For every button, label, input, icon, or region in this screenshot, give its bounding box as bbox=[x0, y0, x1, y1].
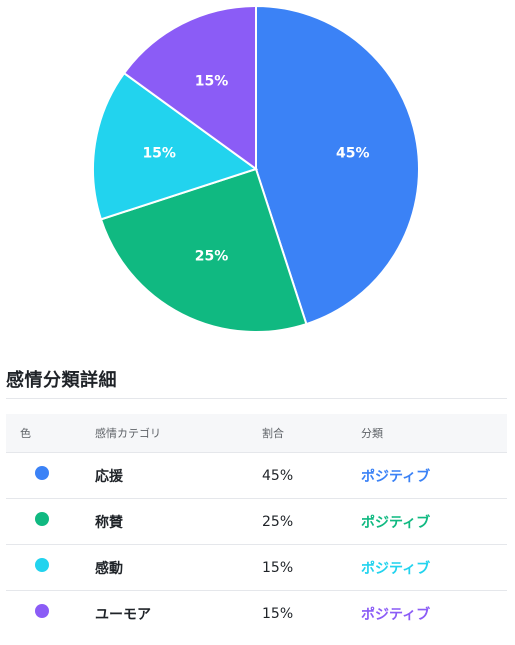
table-row: 称賛 25% ポジティブ bbox=[6, 498, 507, 545]
header-ratio: 割合 bbox=[262, 414, 361, 453]
table-row: 感動 15% ポジティブ bbox=[6, 544, 507, 591]
emotion-ratio: 15% bbox=[262, 544, 361, 591]
pie-slice-label: 15% bbox=[195, 74, 229, 90]
color-dot bbox=[35, 465, 49, 480]
color-dot bbox=[35, 603, 49, 618]
emotion-name: 応援 bbox=[93, 452, 262, 499]
emotion-ratio: 25% bbox=[262, 498, 361, 545]
emotion-classification: ポジティブ bbox=[361, 452, 507, 499]
emotion-name: 感動 bbox=[93, 544, 262, 591]
table-header-row: 色 感情カテゴリ 割合 分類 bbox=[6, 414, 507, 453]
pie-slice bbox=[255, 4, 420, 326]
pie-slice bbox=[99, 167, 308, 333]
header-category-name: 感情カテゴリ bbox=[93, 414, 262, 453]
pie-slice bbox=[122, 4, 257, 171]
emotion-name: 称賛 bbox=[93, 498, 262, 545]
header-color: 色 bbox=[6, 414, 93, 453]
color-dot bbox=[35, 557, 49, 572]
pie-slice bbox=[92, 71, 259, 221]
emotion-classification: ポジティブ bbox=[361, 498, 507, 545]
section-divider bbox=[6, 398, 507, 399]
emotion-classification: ポジティブ bbox=[361, 544, 507, 591]
pie-slice-label: 45% bbox=[336, 146, 370, 162]
emotion-pie-chart: 45% 25% 15% 15% bbox=[92, 4, 420, 333]
emotion-ratio: 45% bbox=[262, 452, 361, 499]
emotion-detail-table: 色 感情カテゴリ 割合 分類 応援 45% ポジティブ 称賛 25% ポジティブ… bbox=[6, 414, 507, 636]
pie-slice-label: 15% bbox=[142, 146, 176, 162]
table-row: 応援 45% ポジティブ bbox=[6, 452, 507, 499]
pie-slice-label: 25% bbox=[195, 248, 229, 264]
emotion-name: ユーモア bbox=[95, 606, 151, 623]
emotion-classification: ポジティブ bbox=[361, 606, 431, 623]
emotion-ratio: 15% bbox=[262, 605, 294, 622]
header-classification: 分類 bbox=[361, 414, 507, 453]
table-row: ユーモア 15% ポジティブ bbox=[6, 591, 507, 637]
color-dot bbox=[35, 511, 49, 526]
section-title: 感情分類詳細 bbox=[6, 370, 117, 391]
